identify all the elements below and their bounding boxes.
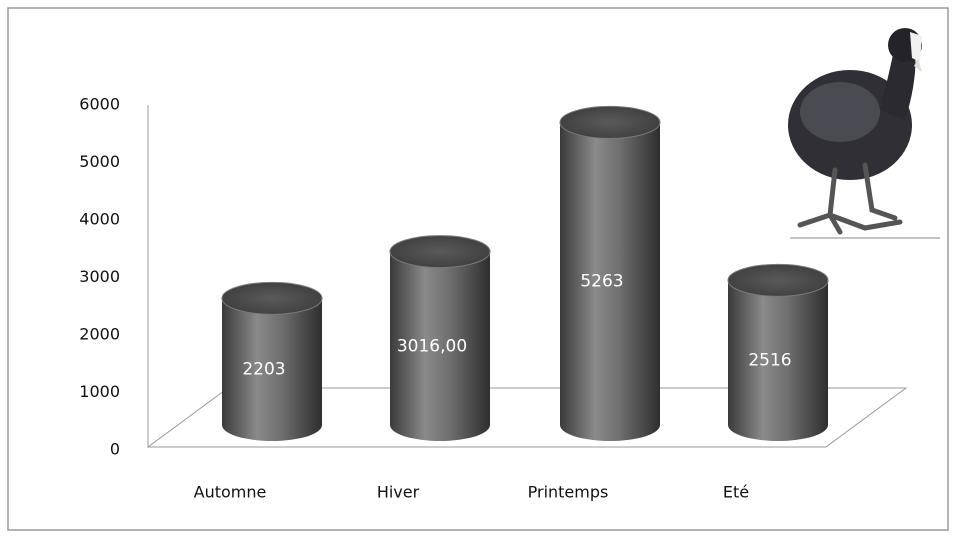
cylinder-top [559,105,661,139]
cylinder-top [221,281,323,315]
bird-illustration [778,20,940,240]
x-tick-label: Hiver [377,483,420,502]
value-label: 3016,00 [397,336,467,356]
x-tick-label: Eté [723,483,749,502]
x-tick-label: Printemps [528,483,609,502]
cylinder-bar [728,280,828,441]
y-tick-label: 0 [110,440,120,459]
x-tick-label: Automne [194,483,267,502]
floor [146,387,908,448]
y-tick-label: 5000 [79,152,120,171]
cylinder-top [389,235,491,269]
value-label: 2516 [748,351,791,371]
cylinder-bar [390,251,490,441]
y-tick-label: 2000 [79,325,120,344]
cylinder-bar [222,298,322,441]
y-tick-label: 1000 [79,382,120,401]
cylinder-bar [560,122,660,441]
value-label: 5263 [580,272,623,292]
y-tick-label: 6000 [79,95,120,114]
y-tick-label: 3000 [79,267,120,286]
y-tick-label: 4000 [79,210,120,229]
cylinder-top [727,263,829,297]
value-label: 2203 [242,360,285,380]
